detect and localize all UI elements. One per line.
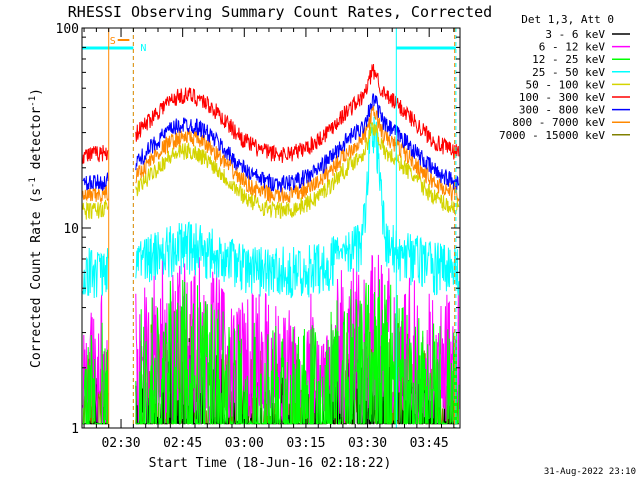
y-axis-label-main: Corrected Count Rate (s [29, 188, 44, 368]
legend-label-5: 100 - 300 keV [519, 91, 605, 104]
x-axis-label: Start Time (18-Jun-16 02:18:22) [149, 456, 392, 471]
legend-label-7: 800 - 7000 keV [512, 116, 605, 129]
series-line-300-800keV-seg1 [135, 93, 460, 193]
x-tick-label-02:30: 02:30 [101, 436, 140, 451]
legend-label-3: 25 - 50 keV [532, 66, 605, 79]
saa-label: S [110, 36, 116, 47]
y-tick-label-1: 1 [71, 422, 79, 437]
series-line-12-25keV-seg0 [82, 322, 109, 425]
series-line-800-7000keV-seg1 [135, 105, 460, 204]
series-line-12-25keV-seg1 [135, 279, 460, 425]
x-tick-label-03:00: 03:00 [225, 436, 264, 451]
x-tick-label-03:30: 03:30 [348, 436, 387, 451]
chart-title: RHESSI Observing Summary Count Rates, Co… [68, 3, 492, 21]
series-line-100-300keV-seg0 [82, 145, 109, 164]
plot-area: SN [81, 28, 460, 428]
series-line-300-800keV-seg0 [82, 172, 109, 191]
legend-label-6: 300 - 800 keV [519, 104, 605, 117]
x-tick-label-03:15: 03:15 [286, 436, 325, 451]
series-line-25-50keV-seg0 [82, 247, 109, 299]
night-label: N [140, 43, 146, 54]
footer-date: 31-Aug-2022 23:10 [544, 467, 636, 477]
legend-label-2: 12 - 25 keV [532, 53, 605, 66]
y-tick-label-100: 100 [56, 22, 79, 37]
legend-label-4: 50 - 100 keV [526, 78, 606, 91]
series-line-25-50keV-seg1 [135, 116, 460, 299]
x-tick-label-03:45: 03:45 [410, 436, 449, 451]
axis-ticks: 02:30 02:45 03:00 03:15 03:30 03:45 1 10 100 [56, 22, 460, 451]
y-tick-label-10: 10 [63, 222, 79, 237]
legend-label-1: 6 - 12 keV [539, 41, 606, 54]
legend-label-8: 7000 - 15000 keV [499, 129, 605, 142]
x-tick-label-02:45: 02:45 [163, 436, 202, 451]
y-axis-label-exponent-2: -1 [28, 96, 38, 107]
y-axis-label-end: ) [29, 88, 44, 96]
series-line-100-300keV-seg1 [135, 63, 460, 164]
y-axis-label-exponent-1: -1 [28, 177, 38, 188]
y-axis-label-middle: detector [29, 107, 44, 178]
legend-header: Det 1,3, Att 0 [521, 13, 614, 26]
legend-label-0: 3 - 6 keV [545, 28, 605, 41]
series-line-50-100keV-seg0 [82, 199, 109, 220]
y-axis-label: Corrected Count Rate (s-1 detector-1) [28, 88, 44, 368]
series-line-50-100keV-seg1 [135, 122, 460, 219]
series-line-800-7000keV-seg0 [82, 185, 109, 205]
